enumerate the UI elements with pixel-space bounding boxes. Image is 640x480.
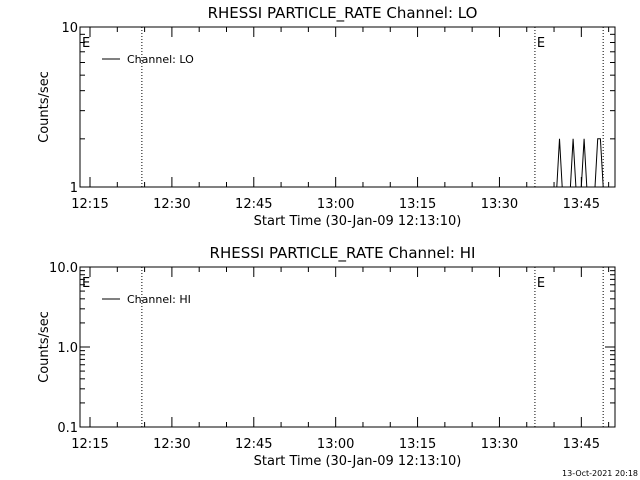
chart-title: RHESSI PARTICLE_RATE Channel: HI <box>210 244 476 263</box>
x-tick-label: 12:15 <box>71 437 108 452</box>
footer-timestamp: 13-Oct-2021 20:18 <box>562 469 638 478</box>
hi-channel-panel: RHESSI PARTICLE_RATE Channel: HI Counts/s… <box>37 244 616 469</box>
x-tick-label: 13:00 <box>317 197 354 212</box>
chart-title: RHESSI PARTICLE_RATE Channel: LO <box>208 4 478 23</box>
x-tick-label: 13:00 <box>317 437 354 452</box>
x-axis-label: Start Time (30-Jan-09 12:13:10) <box>254 214 462 229</box>
x-tick-label: 13:45 <box>563 437 600 452</box>
plot-frame <box>79 26 616 188</box>
x-tick-label: 13:45 <box>563 197 600 212</box>
x-tick-label: 12:15 <box>71 197 108 212</box>
y-tick-label: 1 <box>70 181 78 196</box>
lo-channel-panel: RHESSI PARTICLE_RATE Channel: LO Counts/s… <box>37 4 616 229</box>
y-tick-label: 10 <box>61 21 78 36</box>
corner-label: E <box>82 36 90 51</box>
event-label: E <box>537 276 545 291</box>
legend-label: Channel: LO <box>127 53 194 66</box>
y-axis-label: Counts/sec <box>37 71 52 143</box>
y-tick-label: 1.0 <box>57 341 78 356</box>
y-tick-label: 10.0 <box>49 261 78 276</box>
x-tick-label: 13:30 <box>481 197 518 212</box>
x-tick-label: 13:15 <box>399 197 436 212</box>
x-tick-label: 13:30 <box>481 437 518 452</box>
series-line <box>556 138 604 188</box>
y-axis-label: Counts/sec <box>37 311 52 383</box>
x-tick-label: 12:30 <box>153 437 190 452</box>
corner-label: E <box>82 276 90 291</box>
x-tick-label: 12:45 <box>235 437 272 452</box>
legend-label: Channel: HI <box>127 293 191 306</box>
y-tick-label: 0.1 <box>57 421 78 436</box>
x-tick-label: 12:45 <box>235 197 272 212</box>
x-axis-label: Start Time (30-Jan-09 12:13:10) <box>254 454 462 469</box>
x-tick-label: 12:30 <box>153 197 190 212</box>
event-label: E <box>537 36 545 51</box>
x-tick-label: 13:15 <box>399 437 436 452</box>
